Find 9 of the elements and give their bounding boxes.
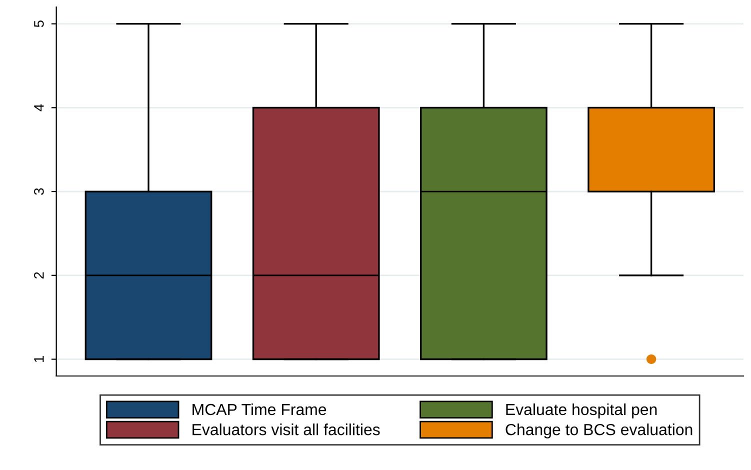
legend-label: MCAP Time Frame bbox=[192, 403, 326, 416]
legend-label: Change to BCS evaluation bbox=[506, 424, 692, 438]
y-tick-label: 3 bbox=[34, 188, 44, 195]
y-tick-label: 1 bbox=[34, 356, 44, 362]
y-tick-label: 2 bbox=[34, 272, 44, 279]
legend-label: Evaluate hospital pen bbox=[506, 403, 657, 418]
y-tick-label: 4 bbox=[34, 104, 44, 112]
y-tick-label: 5 bbox=[34, 20, 44, 28]
legend-label: Evaluators visit all facilities bbox=[192, 424, 380, 436]
